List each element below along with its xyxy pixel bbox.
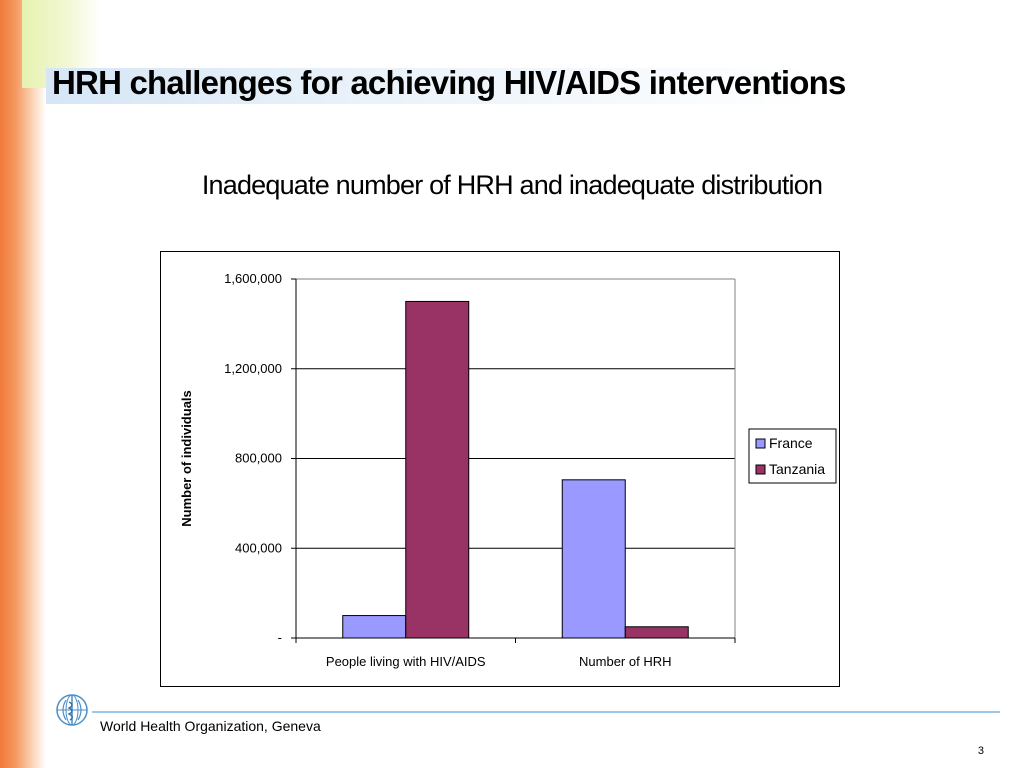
bar-france-0: [342, 615, 407, 639]
x-category-label: People living with HIV/AIDS: [326, 654, 486, 669]
who-emblem-icon: [56, 694, 88, 726]
y-tick-label: 1,600,000: [224, 271, 282, 286]
title-band: [46, 68, 1006, 104]
footer-organization: World Health Organization, Geneva: [100, 718, 321, 734]
bar-chart: - 400,000 800,000 1,200,000 1,600,000 People …: [179, 271, 837, 669]
slide-title: HRH challenges for achieving HIV/AIDS in…: [52, 64, 846, 101]
legend-swatch-france: [755, 438, 766, 449]
legend-label-france: France: [769, 435, 813, 451]
bar-tanzania-0: [405, 300, 470, 639]
bar-tanzania-1: [624, 626, 689, 639]
y-tick-label: 400,000: [235, 540, 282, 555]
chart-container: - 400,000 800,000 1,200,000 1,600,000 People …: [160, 251, 840, 687]
footer-divider: [92, 711, 1000, 713]
y-tick-label: -: [278, 630, 282, 645]
y-tick-label: 1,200,000: [224, 361, 282, 376]
bar-france-1: [561, 479, 626, 639]
x-category-label: Number of HRH: [579, 654, 671, 669]
y-tick-label: 800,000: [235, 451, 282, 466]
y-axis-label: Number of individuals: [179, 390, 194, 527]
legend-swatch-tanzania: [755, 464, 766, 475]
legend-label-tanzania: Tanzania: [769, 461, 825, 477]
page-number: 3: [977, 745, 984, 757]
left-decorative-stripe: [0, 0, 46, 768]
slide-subtitle: Inadequate number of HRH and inadequate …: [201, 170, 823, 200]
